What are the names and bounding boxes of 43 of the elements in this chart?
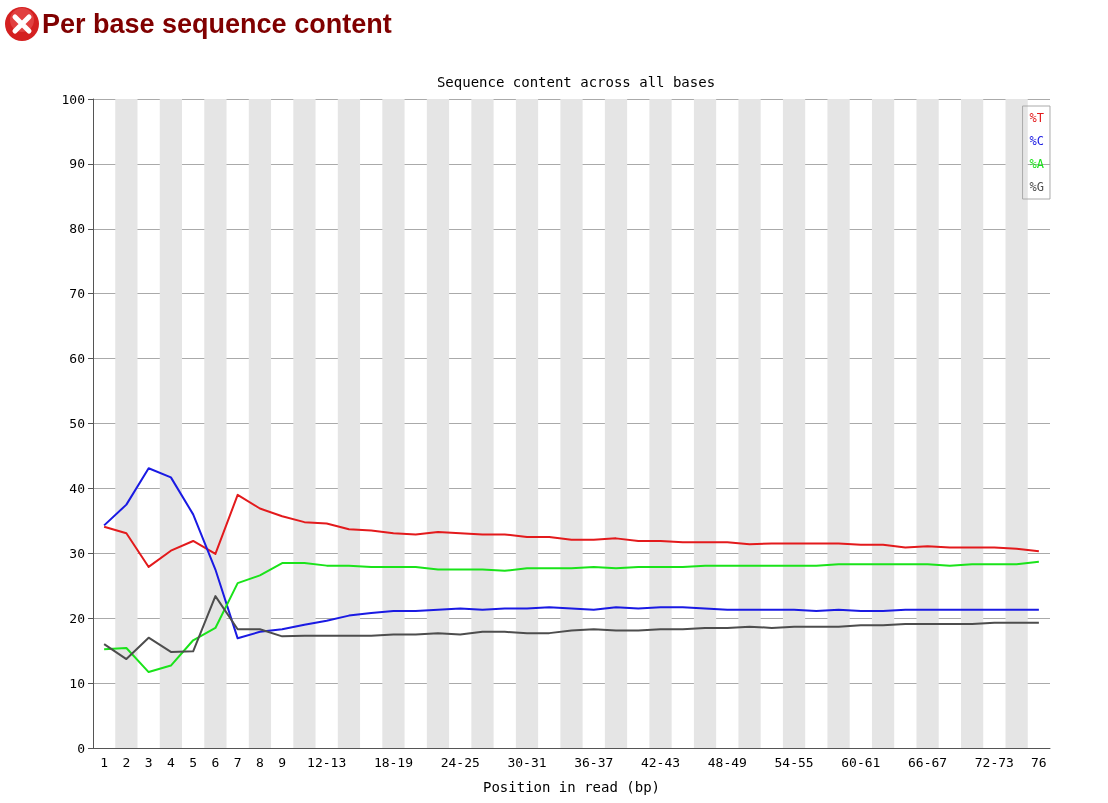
x-tick-label: 72-73 [974, 755, 1014, 770]
y-tick-label: 70 [69, 286, 85, 302]
text: %C [1029, 134, 1044, 148]
y-tick-label: 20 [69, 610, 85, 626]
line-series [103, 493, 1040, 568]
x-tick-label: 36-37 [574, 755, 614, 770]
x-tick-label: 48-49 [707, 755, 747, 770]
chart-subtitle: Sequence content across all bases [436, 74, 716, 90]
x-tick-label: 30-31 [507, 755, 547, 770]
y-tick-label: 30 [69, 545, 85, 561]
y-tick-label: 40 [69, 480, 85, 496]
x-tick-label: 24-25 [440, 755, 480, 770]
x-tick-label: 5 [189, 755, 198, 770]
x-tick-label: 6 [211, 755, 220, 770]
x-tick-label: 12-13 [307, 755, 347, 770]
y-tick-label: 10 [69, 675, 85, 691]
y-tick-label: 60 [69, 351, 85, 367]
x-tick-label: 4 [166, 755, 175, 770]
x-tick-label: 2 [122, 755, 131, 770]
x-tick-label: 18-19 [373, 755, 414, 770]
line-series [103, 467, 1040, 640]
x-tick-label: 66-67 [908, 755, 948, 770]
text: %T [1029, 111, 1044, 125]
x-tick-label: 1 [100, 755, 109, 770]
x-tick-label: 42-43 [640, 755, 681, 770]
x-tick-label: 8 [256, 755, 264, 770]
x-axis-title: Position in read (bp) [482, 779, 661, 795]
chart-title: Per base sequence content [42, 8, 392, 40]
line-series [103, 560, 1040, 674]
x-tick-label: 9 [278, 755, 287, 770]
text: %G [1029, 180, 1044, 194]
y-tick-label: 100 [61, 91, 85, 107]
y-tick-label: 50 [69, 416, 85, 431]
y-tick-label: 90 [69, 156, 85, 172]
x-tick-label: 3 [144, 755, 153, 770]
x-tick-label: 54-55 [774, 755, 814, 770]
x-tick-label: 7 [233, 755, 242, 770]
x-tick-label: 60-61 [841, 755, 881, 770]
x-tick-label: 76 [1031, 755, 1047, 770]
text: %A [1029, 157, 1045, 171]
y-tick-label: 80 [69, 221, 85, 237]
line-series [103, 595, 1040, 661]
y-tick-label: 0 [77, 740, 85, 756]
